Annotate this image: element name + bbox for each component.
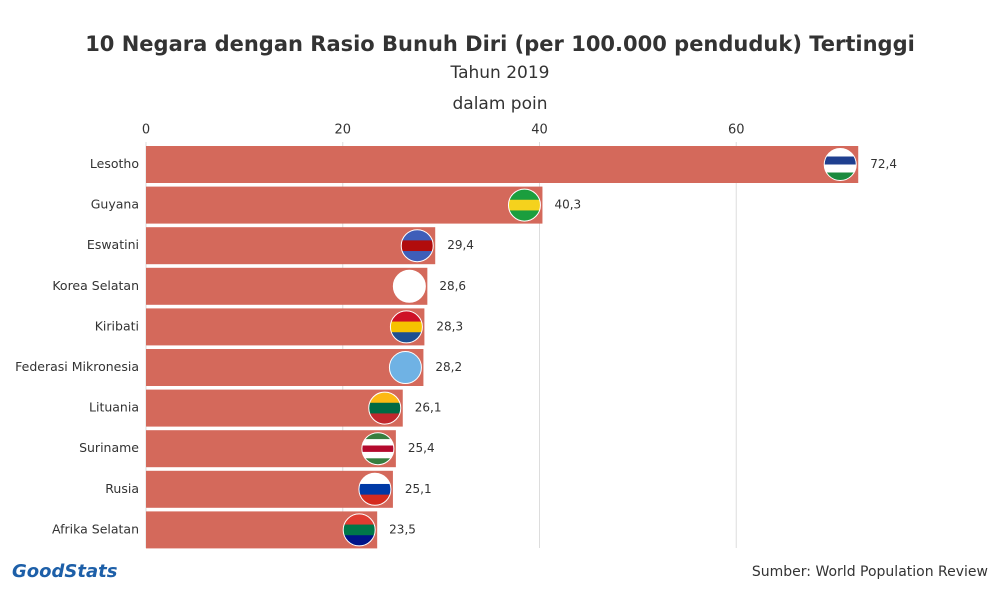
flag-border bbox=[342, 513, 376, 547]
flag-stripe bbox=[824, 156, 857, 165]
flag-stripe bbox=[824, 164, 857, 173]
category-label: Afrika Selatan bbox=[52, 521, 139, 536]
flag-border bbox=[507, 188, 541, 222]
flag-stripe bbox=[343, 513, 376, 526]
flag-stripe bbox=[508, 189, 541, 201]
bar bbox=[146, 430, 396, 468]
chart-title: 10 Negara dengan Rasio Bunuh Diri (per 1… bbox=[85, 32, 915, 56]
value-label: 29,4 bbox=[447, 238, 474, 252]
category-label: Korea Selatan bbox=[52, 278, 139, 293]
bar bbox=[146, 470, 393, 508]
flag-icon bbox=[368, 392, 401, 425]
bar bbox=[146, 389, 403, 427]
value-label: 23,5 bbox=[389, 522, 416, 536]
category-label: Lituania bbox=[89, 400, 139, 415]
flag-stripe bbox=[361, 439, 394, 446]
flag-stripe bbox=[393, 286, 426, 303]
bar bbox=[146, 349, 424, 386]
flag-border bbox=[823, 148, 857, 181]
flag-stripe bbox=[361, 451, 394, 459]
flag-stripe bbox=[358, 473, 391, 485]
value-label: 72,4 bbox=[870, 157, 897, 171]
flag-icon bbox=[401, 229, 434, 262]
flag-stripe bbox=[368, 413, 401, 425]
logo: GoodStats bbox=[12, 561, 118, 582]
chart-subtitle: Tahun 2019 bbox=[450, 63, 550, 83]
flag-stripe bbox=[401, 240, 434, 252]
x-tick-label: 0 bbox=[142, 123, 150, 138]
category-label: Lesotho bbox=[90, 156, 139, 171]
value-label: 28,6 bbox=[439, 279, 466, 293]
flag-border bbox=[388, 351, 422, 384]
flag-icon bbox=[508, 189, 541, 222]
flag-stripe bbox=[358, 494, 391, 506]
value-label: 26,1 bbox=[415, 401, 442, 415]
x-tick-label: 40 bbox=[531, 123, 548, 138]
bar bbox=[146, 308, 425, 346]
flag-stripe bbox=[361, 445, 394, 453]
x-tick-label: 60 bbox=[728, 123, 745, 138]
flag-stripe bbox=[508, 210, 541, 222]
value-label: 25,4 bbox=[408, 441, 435, 455]
bar bbox=[146, 186, 543, 224]
flag-stripe bbox=[390, 310, 423, 323]
category-label: Federasi Mikronesia bbox=[15, 359, 139, 374]
bar bbox=[146, 511, 378, 549]
flag-icon bbox=[824, 148, 857, 181]
category-label: Kiribati bbox=[95, 318, 139, 333]
flag-border bbox=[368, 391, 402, 425]
flag-icon bbox=[361, 432, 394, 465]
flag-stripe bbox=[508, 199, 541, 211]
flag-stripe bbox=[390, 332, 423, 343]
value-label: 25,1 bbox=[405, 482, 432, 496]
flag-icon bbox=[389, 351, 422, 384]
bars bbox=[146, 146, 859, 549]
flag-stripe bbox=[361, 432, 394, 440]
bar bbox=[146, 146, 859, 183]
flag-border bbox=[389, 310, 423, 344]
flag-border bbox=[358, 472, 392, 506]
value-label: 28,3 bbox=[436, 319, 463, 333]
flag-stripe bbox=[343, 535, 376, 546]
flag-stripe bbox=[389, 351, 422, 384]
flag-border bbox=[400, 229, 434, 263]
flag-icon bbox=[393, 270, 426, 303]
bar bbox=[146, 267, 428, 305]
value-label: 28,2 bbox=[435, 360, 462, 374]
flag-icon bbox=[358, 473, 391, 506]
flag-icon bbox=[343, 513, 376, 546]
x-tick-label: 20 bbox=[334, 123, 351, 138]
flag-stripe bbox=[343, 524, 376, 536]
flag-stripe bbox=[368, 402, 401, 414]
flag-stripe bbox=[824, 148, 857, 157]
flag-border bbox=[361, 432, 395, 466]
flag-stripe bbox=[358, 483, 391, 496]
flag-stripe bbox=[368, 392, 401, 404]
axis-label: dalam poin bbox=[452, 94, 547, 114]
value-label: 40,3 bbox=[554, 198, 581, 212]
source: Sumber: World Population Review bbox=[752, 564, 988, 580]
category-label: Rusia bbox=[105, 481, 139, 496]
flag-stripe bbox=[390, 321, 423, 333]
flag-stripe bbox=[393, 270, 426, 287]
flag-stripe bbox=[401, 229, 434, 241]
flag-stripe bbox=[361, 458, 394, 465]
flag-border bbox=[392, 269, 426, 303]
category-label: Suriname bbox=[79, 440, 139, 455]
flag-icon bbox=[390, 310, 423, 343]
flag-stripe bbox=[824, 172, 857, 181]
bar bbox=[146, 227, 436, 265]
category-label: Eswatini bbox=[87, 237, 139, 252]
category-label: Guyana bbox=[91, 197, 139, 212]
flag-stripe bbox=[401, 251, 434, 262]
